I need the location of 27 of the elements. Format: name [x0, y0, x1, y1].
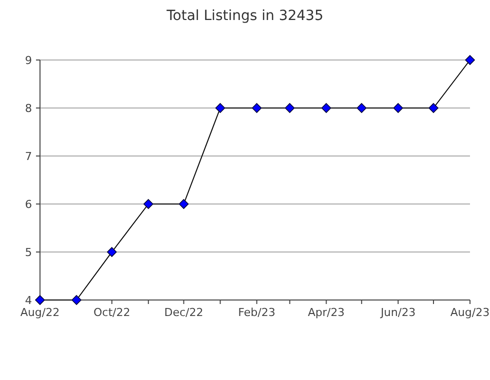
x-tick-label: Feb/23	[238, 306, 276, 319]
chart-title: Total Listings in 32435	[166, 8, 324, 24]
point	[356, 103, 367, 113]
x-tick-label: Dec/22	[164, 306, 204, 319]
point	[215, 103, 226, 113]
y-tick-label: 9	[25, 54, 32, 67]
point	[143, 199, 154, 209]
y-tick-label: 6	[25, 198, 32, 211]
point	[252, 103, 262, 113]
point	[321, 103, 332, 113]
point	[465, 55, 475, 65]
x-tick-label: Jun/23	[380, 306, 416, 319]
point	[178, 199, 189, 209]
y-tick-label: 4	[25, 294, 32, 307]
x-tick-label: Aug/23	[450, 306, 490, 319]
y-tick-label: 5	[25, 246, 32, 259]
point	[35, 295, 45, 305]
y-tick-label: 8	[25, 102, 32, 115]
point	[106, 247, 117, 257]
y-tick-label: 7	[25, 150, 32, 163]
x-tick-label: Aug/22	[20, 306, 60, 319]
x-tick-label: Apr/23	[308, 306, 345, 319]
point	[72, 295, 82, 305]
x-tick-label: Oct/22	[93, 306, 130, 319]
point	[284, 103, 295, 113]
point	[428, 103, 438, 113]
point	[393, 103, 404, 113]
